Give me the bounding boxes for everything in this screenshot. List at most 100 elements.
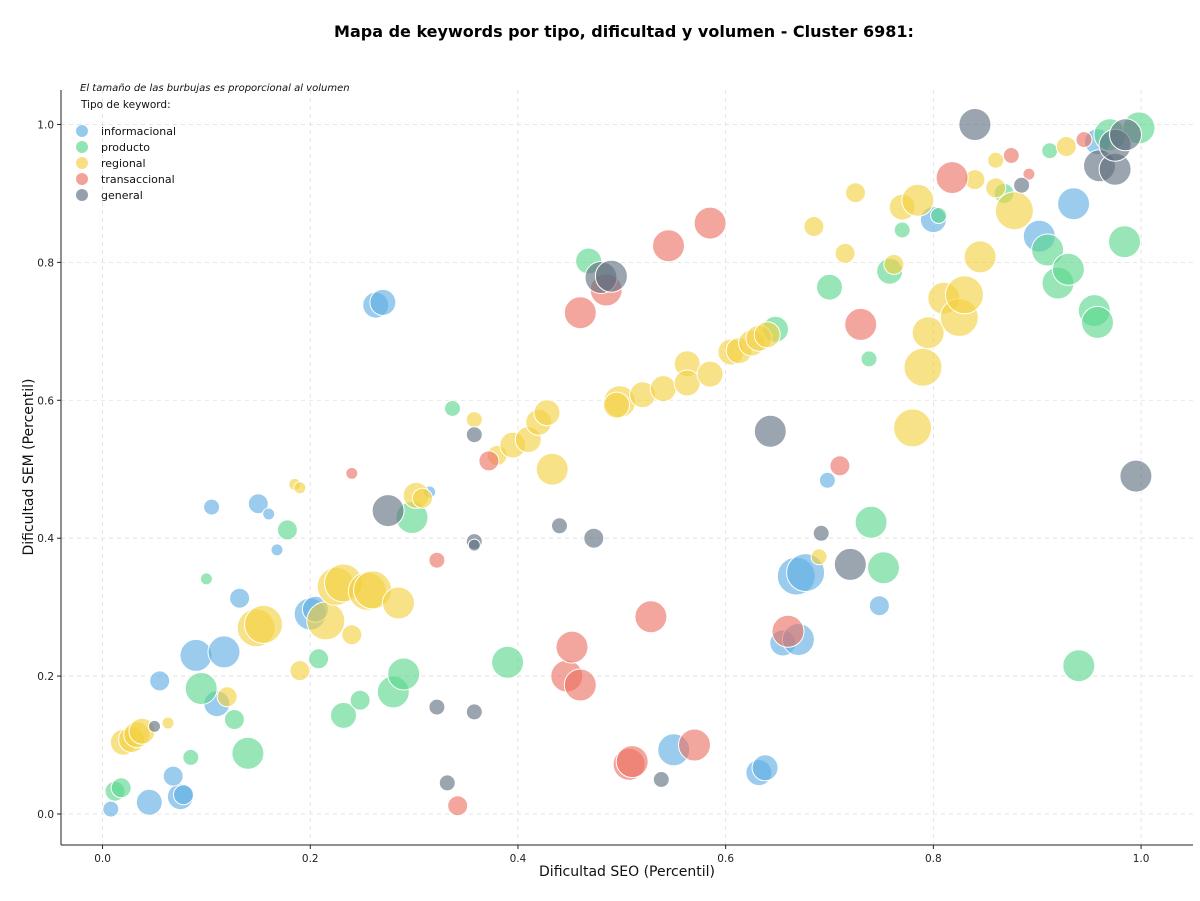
bubble-producto: [231, 736, 265, 770]
bubble-general: [467, 538, 481, 552]
bubble-producto: [867, 551, 900, 585]
bubble-regional: [673, 369, 701, 397]
bubble-general: [438, 774, 456, 792]
bubble-general: [551, 517, 568, 535]
y-tick-label: 0.4: [37, 533, 54, 545]
bubble-informacional: [1057, 187, 1091, 221]
bubble-transaccional: [478, 450, 500, 472]
y-tick-label: 1.0: [37, 119, 54, 131]
bubble-transaccional: [1022, 167, 1036, 181]
bubble-producto: [276, 519, 298, 541]
y-ticks: 0.0 0.2 0.4 0.6 0.8 1.0: [37, 119, 61, 821]
bubble-producto: [110, 777, 132, 799]
bubble-regional: [533, 399, 561, 427]
bubble-regional: [603, 391, 631, 419]
legend-item-general: general: [76, 189, 143, 202]
legend-label-informacional: informacional: [101, 125, 176, 138]
bubble-informacional: [162, 765, 184, 787]
y-axis-label: Dificultad SEM (Percentil): [21, 379, 37, 556]
bubble-regional: [810, 548, 828, 566]
legend-marker-producto: [76, 141, 88, 153]
series-general: [148, 108, 1153, 792]
bubble-transaccional: [615, 745, 649, 779]
bubble-producto: [893, 221, 911, 239]
bubble-producto: [308, 648, 330, 670]
legend-item-informacional: informacional: [76, 125, 176, 138]
y-tick-label: 0.6: [37, 395, 54, 407]
bubble-transaccional: [634, 600, 668, 634]
bubble-transaccional: [563, 668, 597, 702]
bubble-regional: [834, 242, 856, 264]
bubble-producto: [182, 748, 200, 766]
bubble-regional: [845, 182, 866, 204]
bubble-producto: [1108, 225, 1141, 259]
bubble-regional: [411, 487, 433, 509]
bubble-informacional: [262, 507, 276, 521]
series-regional: [109, 136, 1077, 756]
x-tick-label: 0.2: [302, 853, 319, 865]
bubbles: [102, 108, 1156, 818]
y-tick-label: 0.2: [37, 671, 54, 683]
bubble-regional: [963, 240, 997, 274]
bubble-regional: [216, 686, 238, 708]
bubble-informacional: [270, 543, 284, 557]
x-axis-label: Dificultad SEO (Percentil): [539, 864, 715, 880]
bubble-regional: [696, 360, 724, 388]
bubble-transaccional: [563, 296, 597, 330]
volume-note: El tamaño de las burbujas es proporciona…: [80, 83, 350, 94]
bubble-informacional: [207, 635, 241, 669]
x-tick-label: 0.4: [510, 853, 527, 865]
bubble-transaccional: [555, 630, 589, 664]
x-tick-label: 1.0: [1133, 853, 1150, 865]
bubble-regional: [883, 253, 905, 275]
bubble-regional: [341, 624, 363, 646]
bubble-regional: [803, 216, 825, 237]
bubble-transaccional: [935, 161, 969, 195]
x-tick-label: 0.6: [717, 853, 734, 865]
bubble-regional: [987, 151, 1005, 169]
bubble-regional: [985, 177, 1007, 199]
bubble-producto: [1051, 252, 1085, 286]
bubble-informacional: [102, 800, 120, 818]
bubble-general: [428, 698, 446, 716]
bubble-transaccional: [1002, 147, 1020, 164]
legend-label-transaccional: transaccional: [101, 173, 175, 186]
y-tick-label: 0.8: [37, 257, 54, 269]
bubble-producto: [930, 207, 948, 224]
bubble-general: [1013, 176, 1031, 194]
series-producto: [104, 111, 1156, 802]
bubble-producto: [387, 657, 421, 691]
bubble-general: [465, 426, 483, 444]
bubble-transaccional: [447, 795, 469, 817]
legend-marker-transaccional: [76, 173, 88, 185]
bubble-regional: [911, 316, 945, 350]
legend-label-producto: producto: [101, 141, 150, 154]
bubble-transaccional: [345, 466, 359, 480]
bubble-transaccional: [771, 614, 805, 648]
bubble-producto: [330, 701, 357, 729]
bubble-informacional: [369, 288, 397, 316]
bubble-informacional: [135, 788, 163, 816]
legend-marker-general: [76, 189, 88, 201]
bubble-regional: [945, 275, 984, 315]
bubble-producto: [444, 400, 461, 417]
bubble-regional: [465, 411, 483, 429]
legend-item-regional: regional: [76, 157, 146, 170]
bubble-producto: [854, 505, 888, 539]
bubble-regional: [244, 604, 283, 644]
chart-title: Mapa de keywords por tipo, dificultad y …: [334, 22, 914, 41]
legend-label-regional: regional: [101, 157, 146, 170]
bubble-general: [1119, 459, 1153, 493]
bubble-general: [1109, 118, 1142, 152]
bubble-regional: [161, 716, 175, 730]
bubble-informacional: [179, 638, 213, 672]
bubble-producto: [184, 672, 218, 705]
bubble-regional: [535, 452, 569, 486]
bubble-informacional: [751, 754, 779, 782]
x-tick-label: 0.8: [925, 853, 942, 865]
bubble-regional: [893, 408, 933, 448]
bubble-regional: [289, 660, 311, 682]
bubble-producto: [860, 350, 878, 368]
bubble-informacional: [203, 498, 221, 516]
